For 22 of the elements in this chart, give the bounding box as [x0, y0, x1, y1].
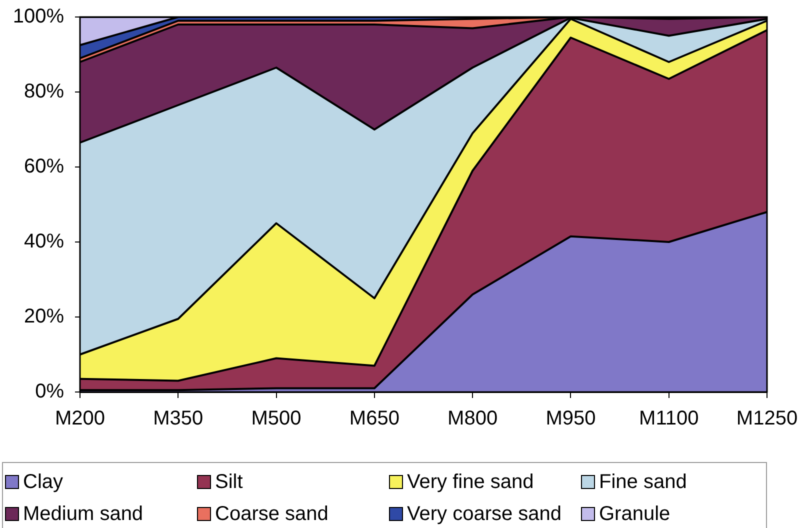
- y-tick-label: 100%: [12, 6, 64, 28]
- x-tick-label: M950: [546, 408, 596, 430]
- legend-label: Granule: [599, 502, 670, 526]
- y-tick-label: 0%: [35, 380, 64, 403]
- x-tick-label: M200: [54, 408, 106, 430]
- legend-label: Silt: [215, 470, 243, 494]
- x-tick-label: M350: [153, 408, 204, 430]
- legend-label: Very fine sand: [407, 470, 534, 494]
- y-tick-label: 80%: [24, 80, 64, 103]
- x-tick-label: M500: [251, 408, 302, 430]
- x-tick-label: M800: [448, 408, 498, 430]
- legend-label: Fine sand: [599, 470, 687, 494]
- x-tick-label: M650: [349, 408, 400, 430]
- x-tick-label: M1100: [639, 408, 699, 430]
- x-tick-label: M1250: [736, 408, 798, 430]
- legend-label: Medium sand: [23, 502, 144, 526]
- legend-label: Coarse sand: [215, 502, 328, 526]
- y-tick-label: 40%: [24, 230, 64, 253]
- y-tick-label: 20%: [24, 306, 64, 328]
- legend-label: Very coarse sand: [407, 502, 562, 526]
- y-tick-label: 60%: [24, 156, 64, 178]
- legend-label: Clay: [23, 470, 64, 494]
